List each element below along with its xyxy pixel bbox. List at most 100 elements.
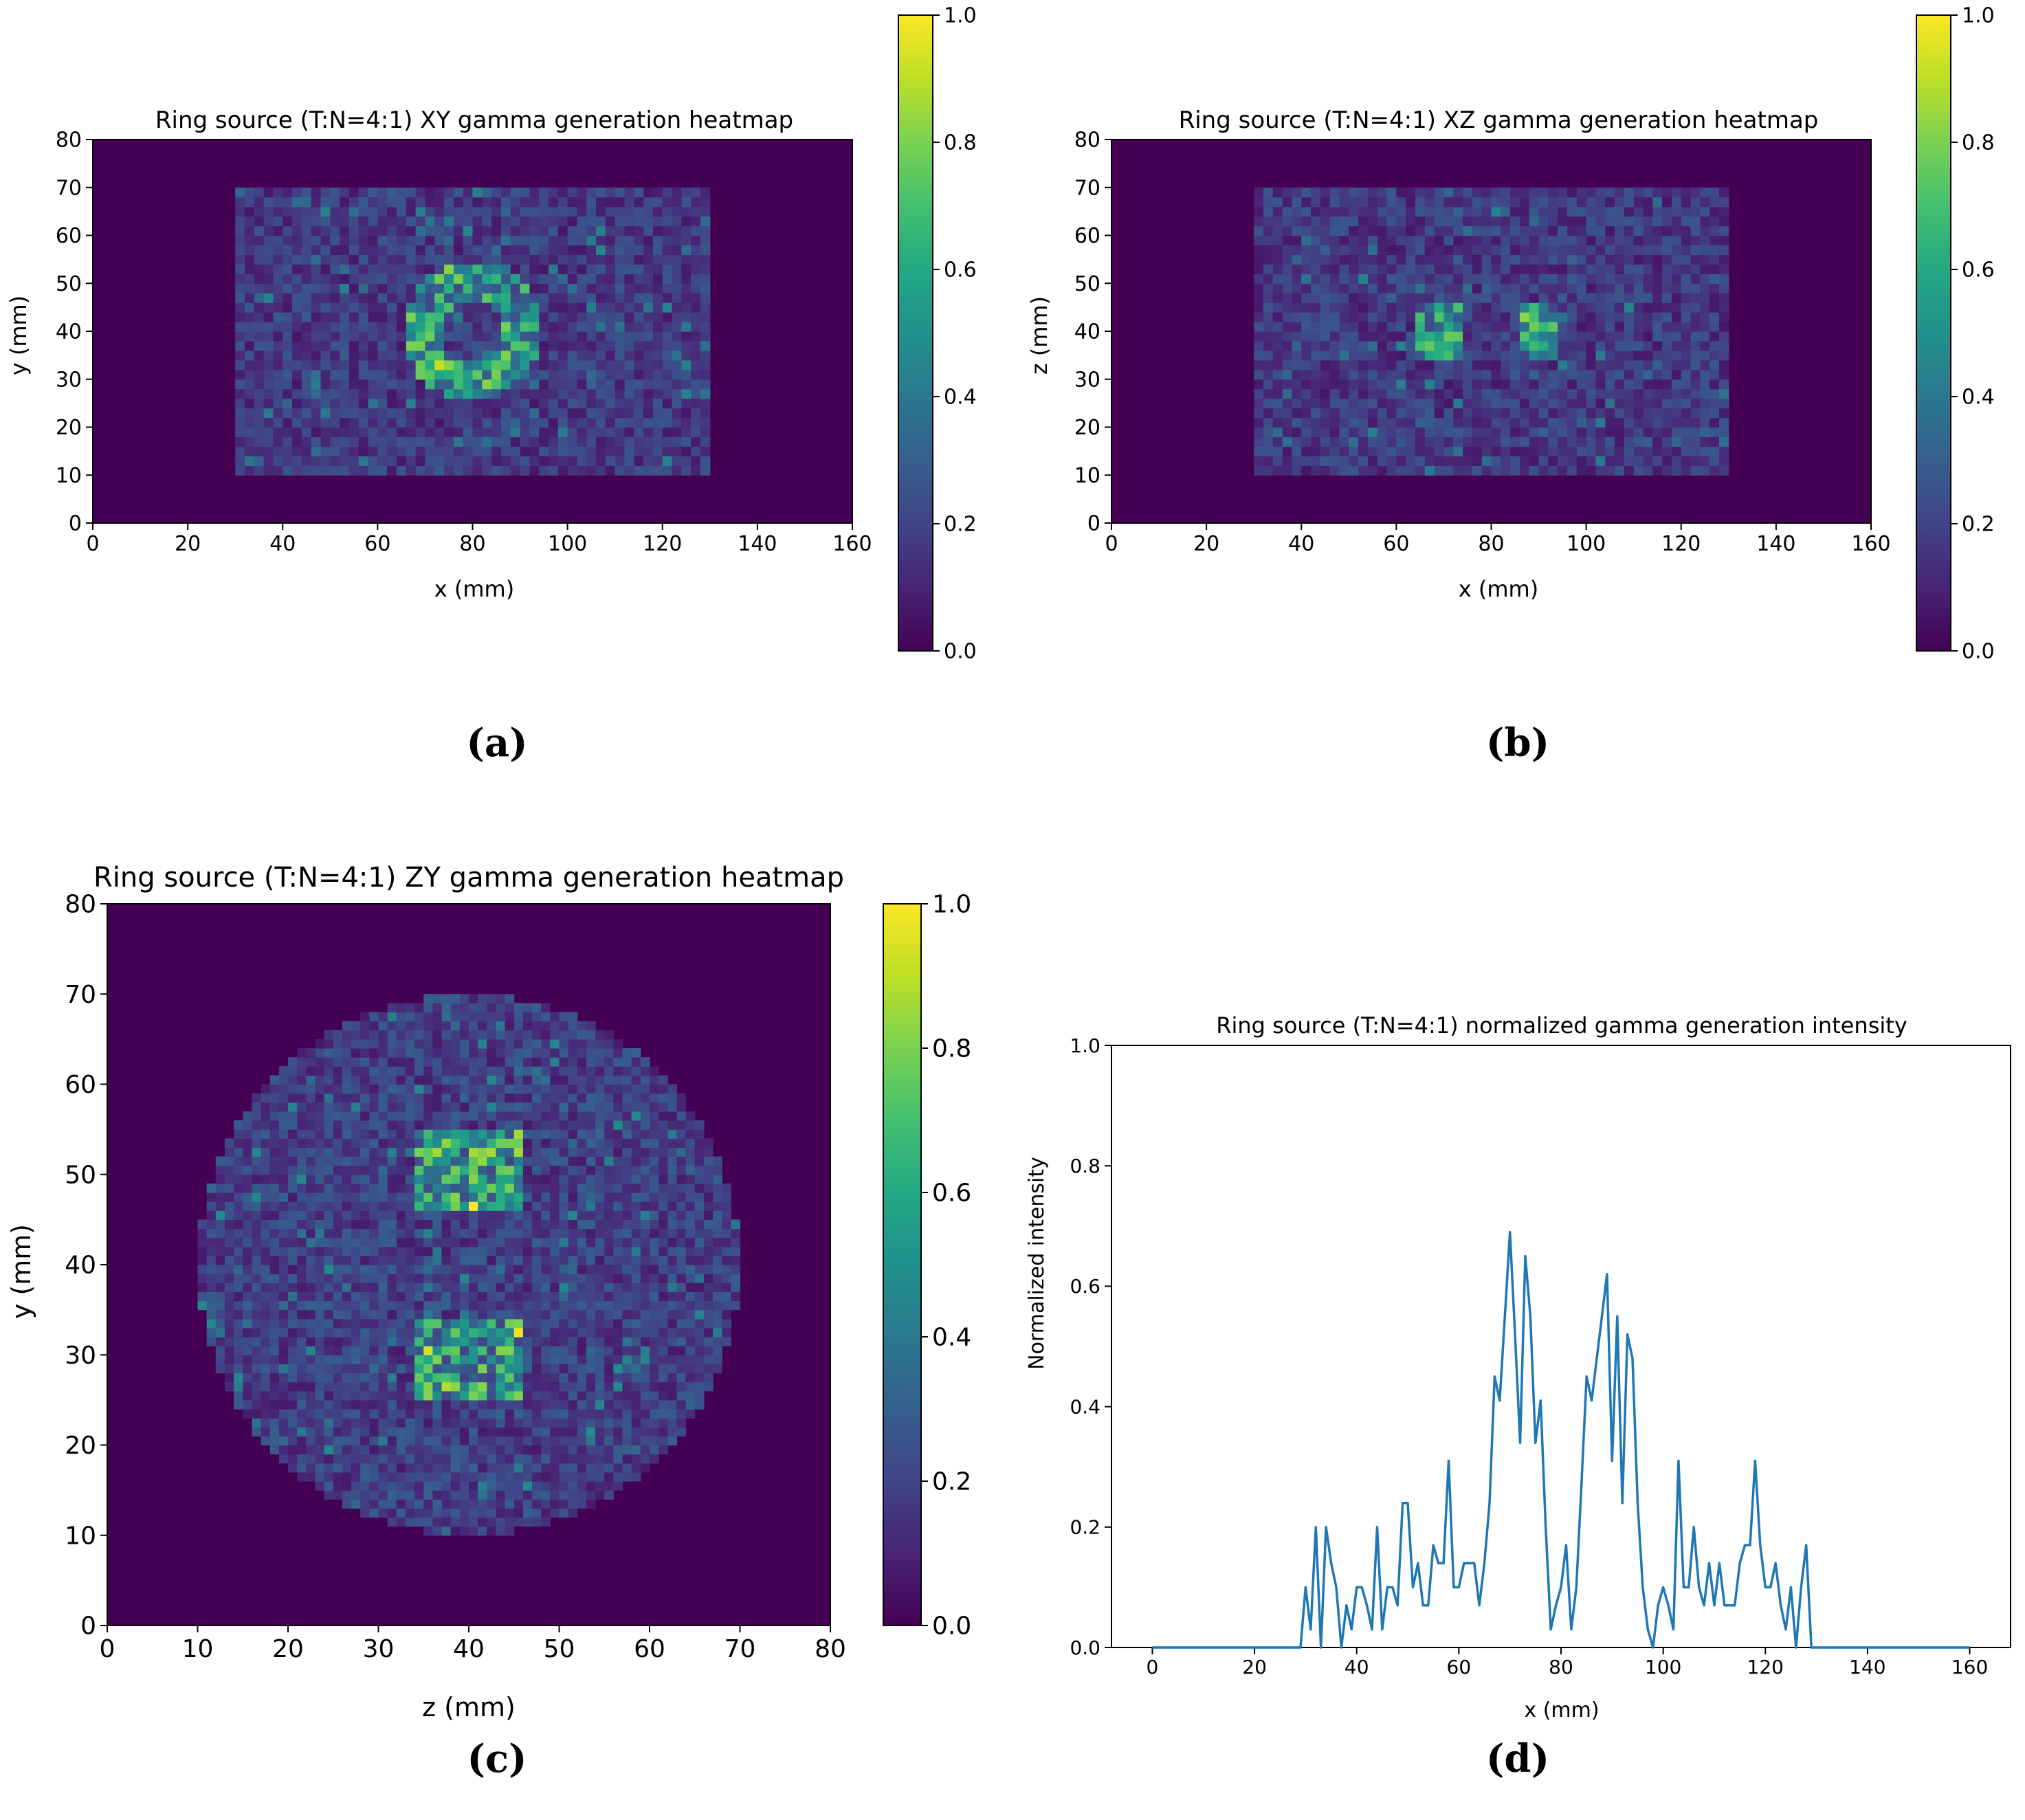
heatmap-cell: [297, 1192, 307, 1202]
heatmap-cell: [301, 302, 312, 313]
heatmap-cell: [342, 1174, 352, 1184]
heatmap-cell: [652, 388, 663, 399]
heatmap-cell: [1652, 225, 1663, 236]
heatmap-cell: [369, 1237, 379, 1247]
heatmap-cell: [1481, 331, 1492, 342]
heatmap-cell: [469, 1021, 478, 1031]
heatmap-cell: [1548, 359, 1558, 370]
heatmap-cell: [301, 465, 312, 476]
heatmap-cell: [423, 1210, 433, 1220]
heatmap-cell: [288, 1210, 298, 1220]
heatmap-cell: [311, 427, 322, 438]
heatmap-cell: [278, 1399, 289, 1410]
heatmap-cell: [340, 436, 350, 447]
heatmap-cell: [1377, 436, 1388, 447]
heatmap-cell: [532, 1364, 542, 1374]
heatmap-cell: [1329, 427, 1340, 438]
heatmap-cell: [432, 1399, 443, 1410]
heatmap-cell: [441, 994, 452, 1003]
heatmap-cell: [342, 1381, 352, 1392]
heatmap-cell: [1463, 359, 1473, 370]
heatmap-cell: [360, 1228, 370, 1239]
heatmap-cell: [252, 1381, 262, 1392]
heatmap-cell: [306, 1274, 316, 1283]
heatmap-cell: [415, 235, 426, 246]
heatmap-cell: [360, 1219, 370, 1230]
heatmap-cell: [459, 1012, 469, 1022]
heatmap-cell: [1519, 206, 1530, 217]
heatmap-cell: [450, 1219, 461, 1230]
heatmap-cell: [434, 359, 445, 370]
heatmap-cell: [368, 436, 378, 447]
heatmap-cell: [1282, 206, 1293, 217]
heatmap-cell: [1472, 293, 1483, 303]
heatmap-cell: [491, 283, 502, 293]
heatmap-cell: [1501, 206, 1511, 217]
heatmap-cell: [1367, 197, 1378, 208]
heatmap-cell: [1548, 350, 1558, 361]
heatmap-cell: [1386, 359, 1397, 370]
heatmap-cell: [1491, 369, 1501, 380]
heatmap-cell: [234, 1219, 243, 1230]
heatmap-cell: [567, 322, 578, 332]
heatmap-cell: [500, 245, 511, 255]
heatmap-cell: [1605, 331, 1615, 342]
heatmap-cell: [406, 274, 417, 284]
heatmap-cell: [539, 417, 549, 428]
heatmap-cell: [278, 1309, 289, 1320]
heatmap-cell: [1652, 322, 1663, 332]
heatmap-cell: [605, 197, 616, 208]
heatmap-cell: [557, 254, 568, 265]
heatmap-cell: [396, 1057, 406, 1067]
heatmap-cell: [406, 350, 417, 361]
heatmap-cell: [234, 1192, 243, 1202]
heatmap-cell: [1453, 274, 1463, 284]
heatmap-cell: [368, 398, 378, 409]
heatmap-cell: [1453, 187, 1463, 198]
heatmap-cell: [301, 388, 312, 399]
heatmap-cell: [478, 1454, 487, 1464]
heatmap-cell: [273, 264, 283, 274]
heatmap-cell: [1491, 340, 1501, 351]
heatmap-cell: [453, 456, 464, 466]
heatmap-cell: [1681, 254, 1692, 265]
heatmap-cell: [478, 1327, 487, 1338]
heatmap-cell: [1615, 264, 1625, 274]
heatmap-cell: [387, 1003, 397, 1013]
heatmap-cell: [333, 1156, 343, 1166]
heatmap-cell: [1272, 206, 1283, 217]
heatmap-cell: [1254, 465, 1264, 476]
heatmap-cell: [235, 274, 245, 284]
heatmap-cell: [1453, 206, 1463, 217]
heatmap-cell: [505, 1381, 515, 1392]
heatmap-cell: [672, 350, 682, 361]
heatmap-cell: [252, 1390, 262, 1401]
heatmap-cell: [342, 1192, 352, 1202]
heatmap-cell: [487, 1237, 497, 1247]
heatmap-cell: [1320, 274, 1331, 284]
heatmap-cell: [432, 1364, 443, 1374]
heatmap-cell: [1615, 274, 1625, 284]
heatmap-cell: [396, 1399, 406, 1410]
heatmap-cell: [459, 1399, 469, 1410]
heatmap-cell: [691, 216, 701, 227]
heatmap-cell: [315, 1265, 325, 1274]
heatmap-cell: [513, 1138, 524, 1148]
heatmap-cell: [469, 1192, 478, 1202]
heatmap-cell: [681, 206, 691, 217]
heatmap-cell: [297, 1048, 307, 1058]
heatmap-cell: [586, 427, 597, 438]
heatmap-cell: [1463, 417, 1473, 428]
heatmap-cell: [1282, 388, 1293, 399]
heatmap-cell: [1633, 340, 1644, 351]
heatmap-cell: [378, 1075, 388, 1085]
heatmap-cell: [406, 322, 417, 332]
heatmap-cell: [1529, 235, 1540, 246]
heatmap-cell: [681, 388, 691, 399]
heatmap-cell: [500, 388, 511, 399]
heatmap-cell: [1605, 359, 1615, 370]
heatmap-cell: [1529, 206, 1540, 217]
heatmap-cell: [387, 1517, 397, 1527]
heatmap-cell: [1709, 369, 1720, 380]
heatmap-cell: [333, 1210, 343, 1220]
